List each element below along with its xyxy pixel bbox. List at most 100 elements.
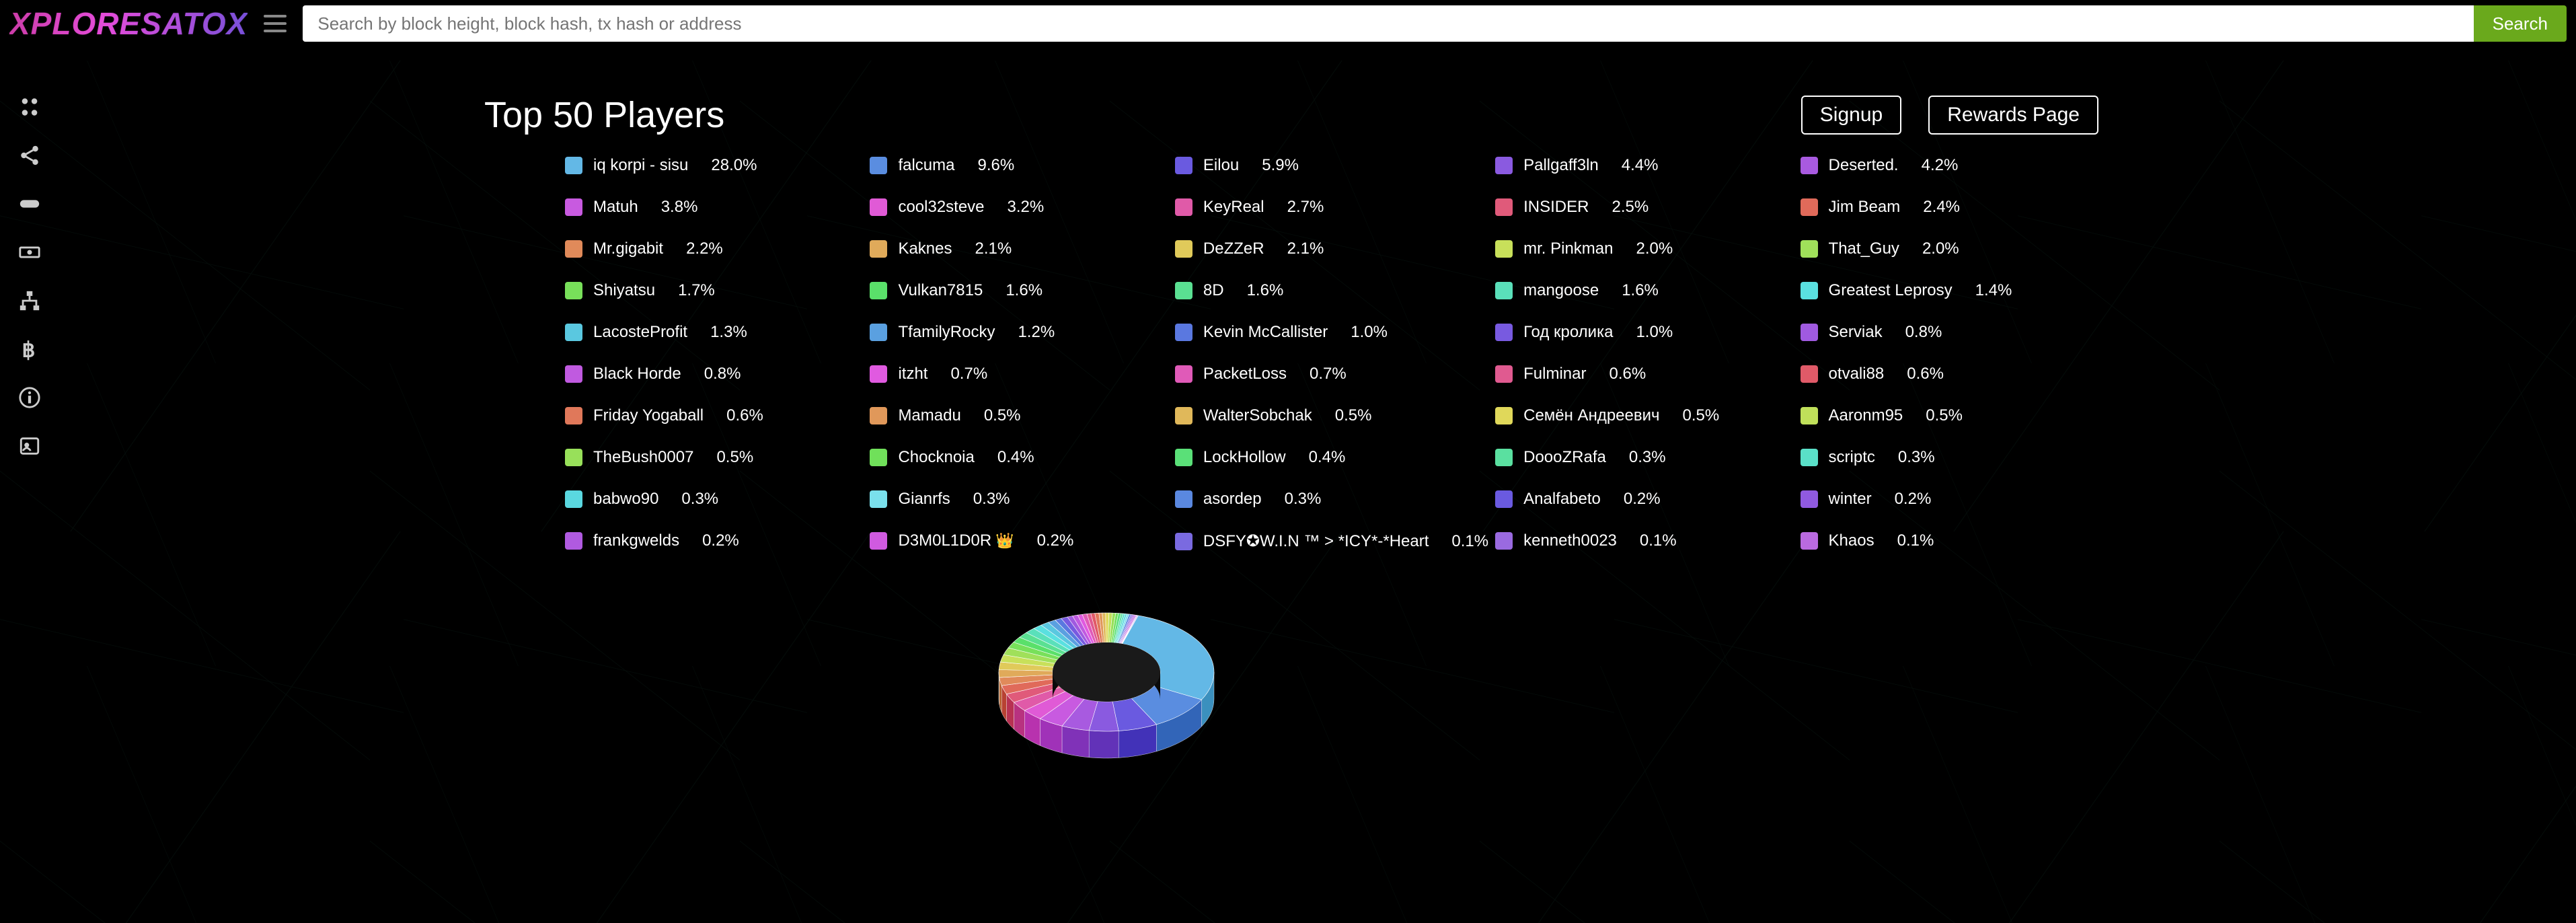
search-button[interactable]: Search xyxy=(2474,5,2567,42)
color-swatch xyxy=(1495,449,1513,466)
rewards-page-button[interactable]: Rewards Page xyxy=(1928,96,2098,135)
player-percent: 0.1% xyxy=(1897,531,1934,550)
legend-item[interactable]: Khaos0.1% xyxy=(1801,531,2098,550)
legend-item[interactable]: Mr.gigabit2.2% xyxy=(565,239,863,258)
legend-item[interactable]: KeyReal2.7% xyxy=(1175,198,1488,217)
legend-column: iq korpi - sisu 28.0% Matuh3.8% Mr.gigabit2… xyxy=(565,156,863,551)
legend-item[interactable]: DoooZRafa0.3% xyxy=(1495,448,1793,467)
player-name: Pallgaff3ln xyxy=(1523,156,1599,175)
stats-icon[interactable] xyxy=(17,94,42,120)
legend-item[interactable]: Friday Yogaball0.6% xyxy=(565,406,863,425)
legend-item[interactable]: winter0.2% xyxy=(1801,490,2098,509)
player-name: TfamilyRocky xyxy=(898,323,995,342)
share-icon[interactable] xyxy=(17,143,42,168)
color-swatch xyxy=(870,490,887,508)
legend-item[interactable]: babwo900.3% xyxy=(565,490,863,509)
legend-item[interactable]: Analfabeto0.2% xyxy=(1495,490,1793,509)
legend-item[interactable]: That_Guy 2.0% xyxy=(1801,239,2098,258)
legend-item[interactable]: Greatest Leprosy1.4% xyxy=(1801,281,2098,300)
player-name: Семён Андреевич xyxy=(1523,406,1659,425)
bitcoin-icon[interactable]: ฿ xyxy=(17,336,42,362)
money-icon[interactable] xyxy=(17,239,42,265)
color-swatch xyxy=(1495,198,1513,216)
player-name: D3M0L1D0R xyxy=(898,531,991,550)
legend-item[interactable]: mr. Pinkman2.0% xyxy=(1495,239,1793,258)
legend-item[interactable]: falcuma9.6% xyxy=(870,156,1168,175)
player-name: That_Guy xyxy=(1829,239,1899,258)
legend-item[interactable]: LockHollow0.4% xyxy=(1175,448,1488,467)
legend-item[interactable]: otvali880.6% xyxy=(1801,365,2098,383)
legend-item[interactable]: TfamilyRocky 1.2% xyxy=(870,323,1168,342)
player-percent: 0.2% xyxy=(1037,531,1074,550)
color-swatch xyxy=(1801,282,1818,299)
legend-item[interactable]: frankgwelds0.2% xyxy=(565,531,863,550)
player-percent: 0.5% xyxy=(1683,406,1720,425)
contact-icon[interactable] xyxy=(17,433,42,459)
legend-item[interactable]: kenneth00230.1% xyxy=(1495,531,1793,550)
legend-item[interactable]: Jim Beam2.4% xyxy=(1801,198,2098,217)
legend-item[interactable]: INSIDER2.5% xyxy=(1495,198,1793,217)
gamepad-icon[interactable] xyxy=(17,191,42,217)
player-percent: 28.0% xyxy=(711,156,757,175)
player-name: iq korpi - sisu xyxy=(593,156,688,175)
legend-item[interactable]: Eilou5.9% xyxy=(1175,156,1488,175)
legend-item[interactable]: Aaronm950.5% xyxy=(1801,406,2098,425)
legend-item[interactable]: Chocknoia0.4% xyxy=(870,448,1168,467)
legend-item[interactable]: asordep0.3% xyxy=(1175,490,1488,509)
legend-item[interactable]: Shiyatsu1.7% xyxy=(565,281,863,300)
legend-item[interactable]: DeZZeR2.1% xyxy=(1175,239,1488,258)
player-name: 8D xyxy=(1203,281,1224,300)
network-icon[interactable] xyxy=(17,288,42,313)
legend-item[interactable]: itzht0.7% xyxy=(870,365,1168,383)
legend-item[interactable]: Год кролика 1.0% xyxy=(1495,323,1793,342)
legend-item[interactable]: cool32steve3.2% xyxy=(870,198,1168,217)
search-input[interactable] xyxy=(303,5,2473,42)
legend-item[interactable]: Kevin McCallister 1.0% xyxy=(1175,323,1488,342)
color-swatch xyxy=(1175,198,1192,216)
legend-item[interactable]: Pallgaff3ln 4.4% xyxy=(1495,156,1793,175)
menu-icon[interactable] xyxy=(260,8,291,39)
legend-item[interactable]: Gianrfs0.3% xyxy=(870,490,1168,509)
signup-button[interactable]: Signup xyxy=(1801,96,1901,135)
player-percent: 0.5% xyxy=(984,406,1021,425)
legend-item[interactable]: Семён Андреевич 0.5% xyxy=(1495,406,1793,425)
player-name: Eilou xyxy=(1203,156,1239,175)
legend-item[interactable]: PacketLoss0.7% xyxy=(1175,365,1488,383)
logo[interactable]: XPLORESATOX xyxy=(9,5,248,42)
legend-item[interactable]: WalterSobchak0.5% xyxy=(1175,406,1488,425)
player-name: Kevin McCallister xyxy=(1203,323,1328,342)
player-name: Black Horde xyxy=(593,365,681,383)
player-percent: 0.3% xyxy=(681,490,718,509)
player-name: WalterSobchak xyxy=(1203,406,1312,425)
legend-item[interactable]: DSFY✪W.I.N ™ > *ICY*-*Heart0.1% xyxy=(1175,531,1488,551)
legend-column: falcuma9.6% cool32steve3.2% Kaknes2.1% Vulk… xyxy=(870,156,1168,551)
legend-item[interactable]: Black Horde0.8% xyxy=(565,365,863,383)
legend-item[interactable]: D3M0L1D0R👑0.2% xyxy=(870,531,1168,550)
legend-item[interactable]: Mamadu0.5% xyxy=(870,406,1168,425)
player-name: Fulminar xyxy=(1523,365,1586,383)
legend-item[interactable]: TheBush00070.5% xyxy=(565,448,863,467)
player-percent: 0.3% xyxy=(973,490,1010,509)
player-percent: 1.2% xyxy=(1018,323,1055,342)
player-name: Год кролика xyxy=(1523,323,1613,342)
legend-item[interactable]: LacosteProfit1.3% xyxy=(565,323,863,342)
player-percent: 1.0% xyxy=(1351,323,1388,342)
legend-item[interactable]: Matuh3.8% xyxy=(565,198,863,217)
legend-column: Deserted.4.2% Jim Beam2.4% That_Guy 2.0% Gre… xyxy=(1801,156,2098,551)
legend-item[interactable]: scriptc0.3% xyxy=(1801,448,2098,467)
legend-item[interactable]: iq korpi - sisu 28.0% xyxy=(565,156,863,175)
color-swatch xyxy=(1175,365,1192,383)
player-percent: 4.4% xyxy=(1622,156,1659,175)
color-swatch xyxy=(1801,365,1818,383)
legend-item[interactable]: Kaknes2.1% xyxy=(870,239,1168,258)
legend-item[interactable]: Vulkan78151.6% xyxy=(870,281,1168,300)
legend-item[interactable]: Fulminar0.6% xyxy=(1495,365,1793,383)
color-swatch xyxy=(1495,157,1513,174)
legend-item[interactable]: Serviak0.8% xyxy=(1801,323,2098,342)
info-icon[interactable] xyxy=(17,385,42,410)
legend-item[interactable]: 8D1.6% xyxy=(1175,281,1488,300)
player-percent: 1.0% xyxy=(1636,323,1673,342)
legend-item[interactable]: Deserted.4.2% xyxy=(1801,156,2098,175)
legend-item[interactable]: mangoose1.6% xyxy=(1495,281,1793,300)
player-percent: 2.0% xyxy=(1922,239,1959,258)
